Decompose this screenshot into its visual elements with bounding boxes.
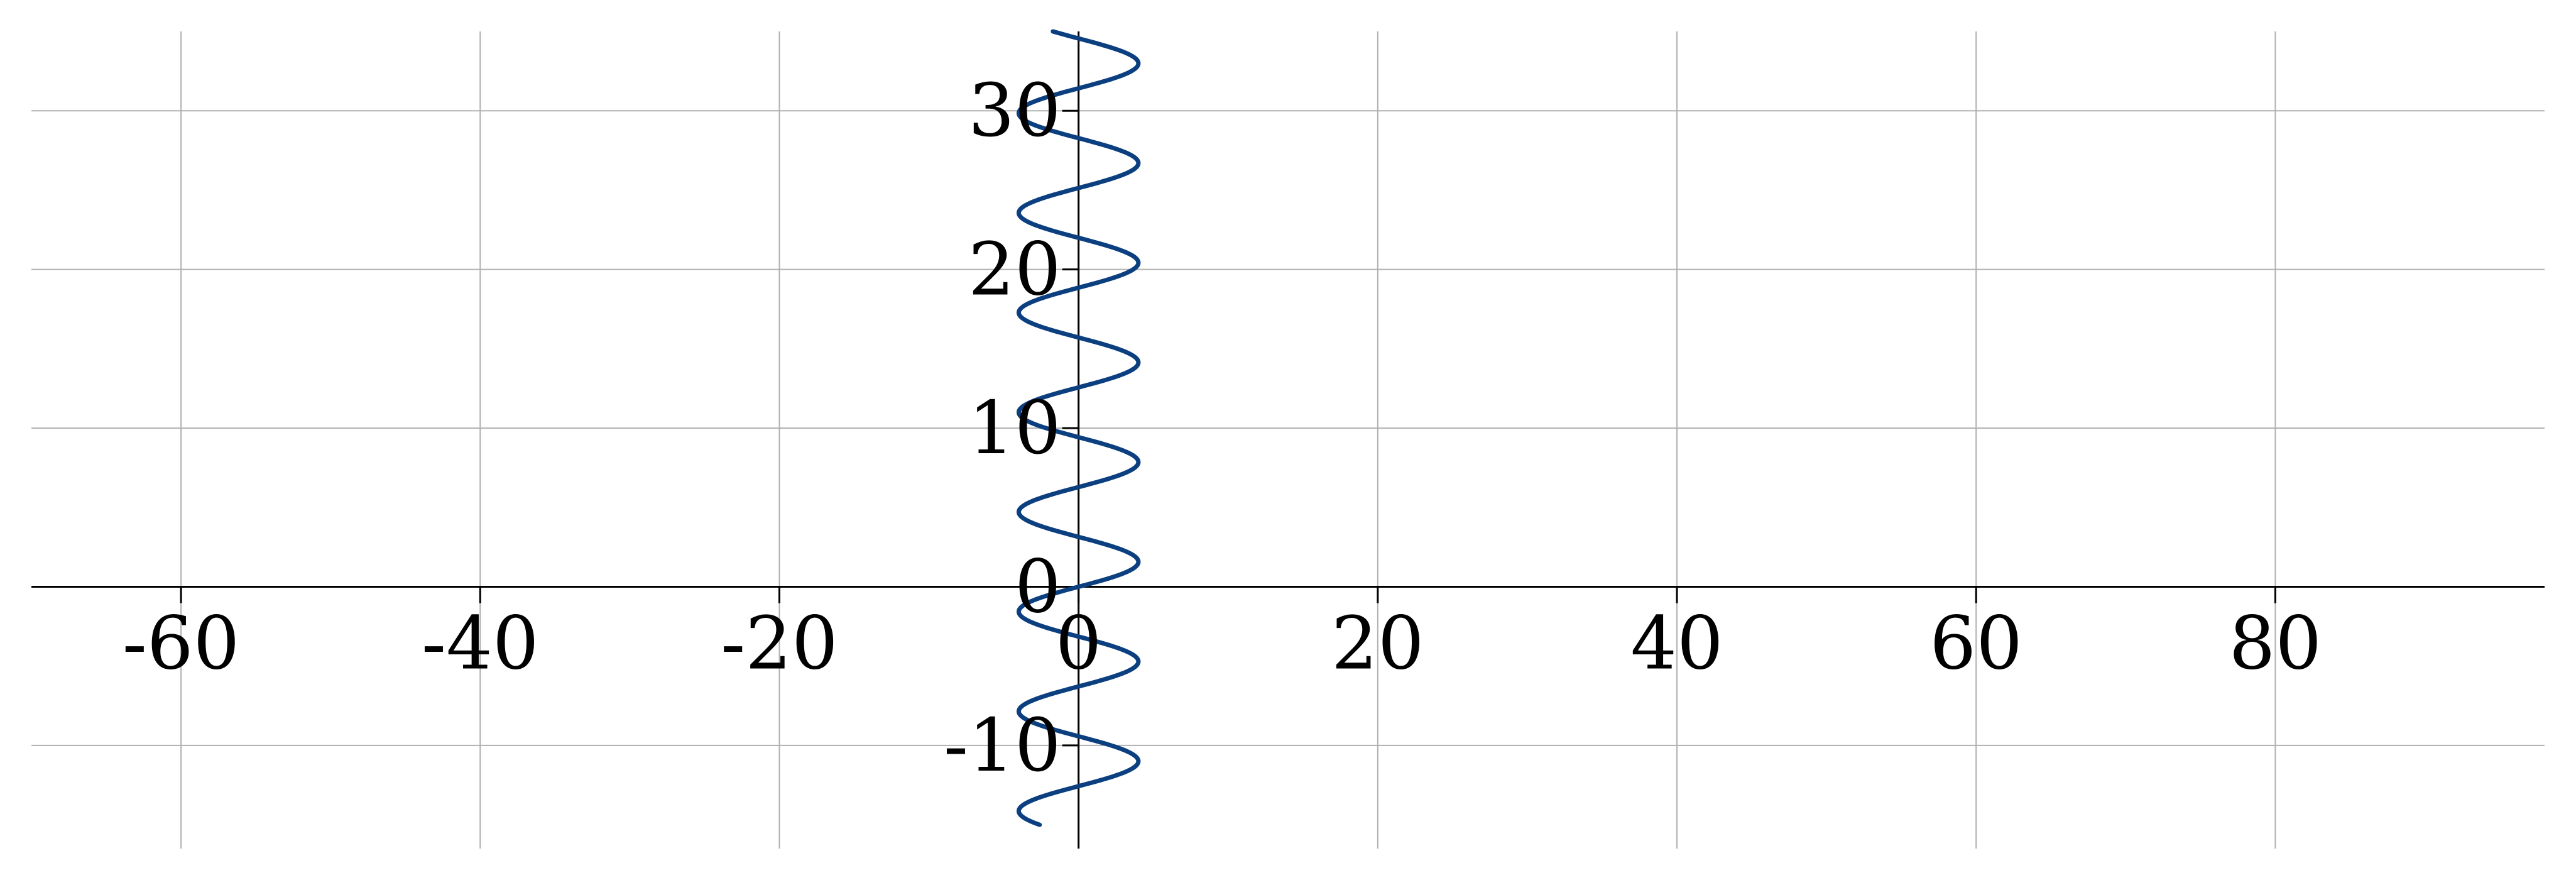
x-tick-label: -40 [422, 601, 539, 686]
x-tick-label: 60 [1929, 601, 2022, 686]
y-tick-label: 0 [1015, 544, 1061, 629]
x-tick-label: 20 [1331, 601, 1424, 686]
series-line [1016, 29, 1141, 827]
axes [31, 31, 2545, 849]
tick-labels: -60 -40 -20 0 20 40 60 80 -10 0 10 20 30 [123, 69, 2322, 788]
x-tick-label: 0 [1056, 601, 1102, 686]
x-tick-label: -60 [123, 601, 240, 686]
x-tick-label: 80 [2229, 601, 2322, 686]
x-tick-label: -20 [721, 601, 838, 686]
y-tick-label: -10 [944, 703, 1061, 788]
x-tick-label: 40 [1630, 601, 1723, 686]
grid [31, 31, 2545, 849]
series [1016, 29, 1141, 827]
y-tick-label: 10 [968, 386, 1061, 471]
y-tick-label: 30 [968, 69, 1061, 153]
y-tick-label: 20 [968, 228, 1061, 312]
